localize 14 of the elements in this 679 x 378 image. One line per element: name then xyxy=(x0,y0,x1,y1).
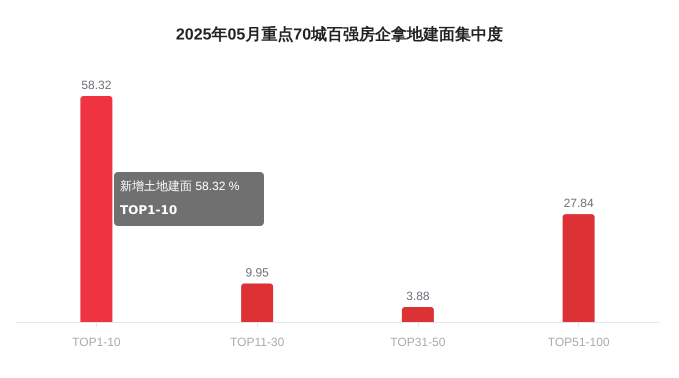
bar xyxy=(241,283,274,322)
data-label: 9.95 xyxy=(245,265,270,280)
bar xyxy=(80,96,112,322)
bar xyxy=(402,306,434,322)
data-label: 27.84 xyxy=(564,196,594,210)
x-tick-label: TOP1-10 xyxy=(72,335,121,349)
bar xyxy=(562,214,595,322)
x-tick-label: TOP51-100 xyxy=(548,335,610,349)
chart-title: 2025年05月重点70城百强房企拿地建面集中度 xyxy=(176,24,504,44)
x-tick-label: TOP11-30 xyxy=(230,335,285,349)
annotation: 新增土地建面 58.32 % TOP1-10 xyxy=(120,179,240,217)
data-label: 3.88 xyxy=(406,288,430,303)
data-label: 58.32 xyxy=(81,78,112,92)
x-tick-label: TOP31-50 xyxy=(390,335,446,349)
